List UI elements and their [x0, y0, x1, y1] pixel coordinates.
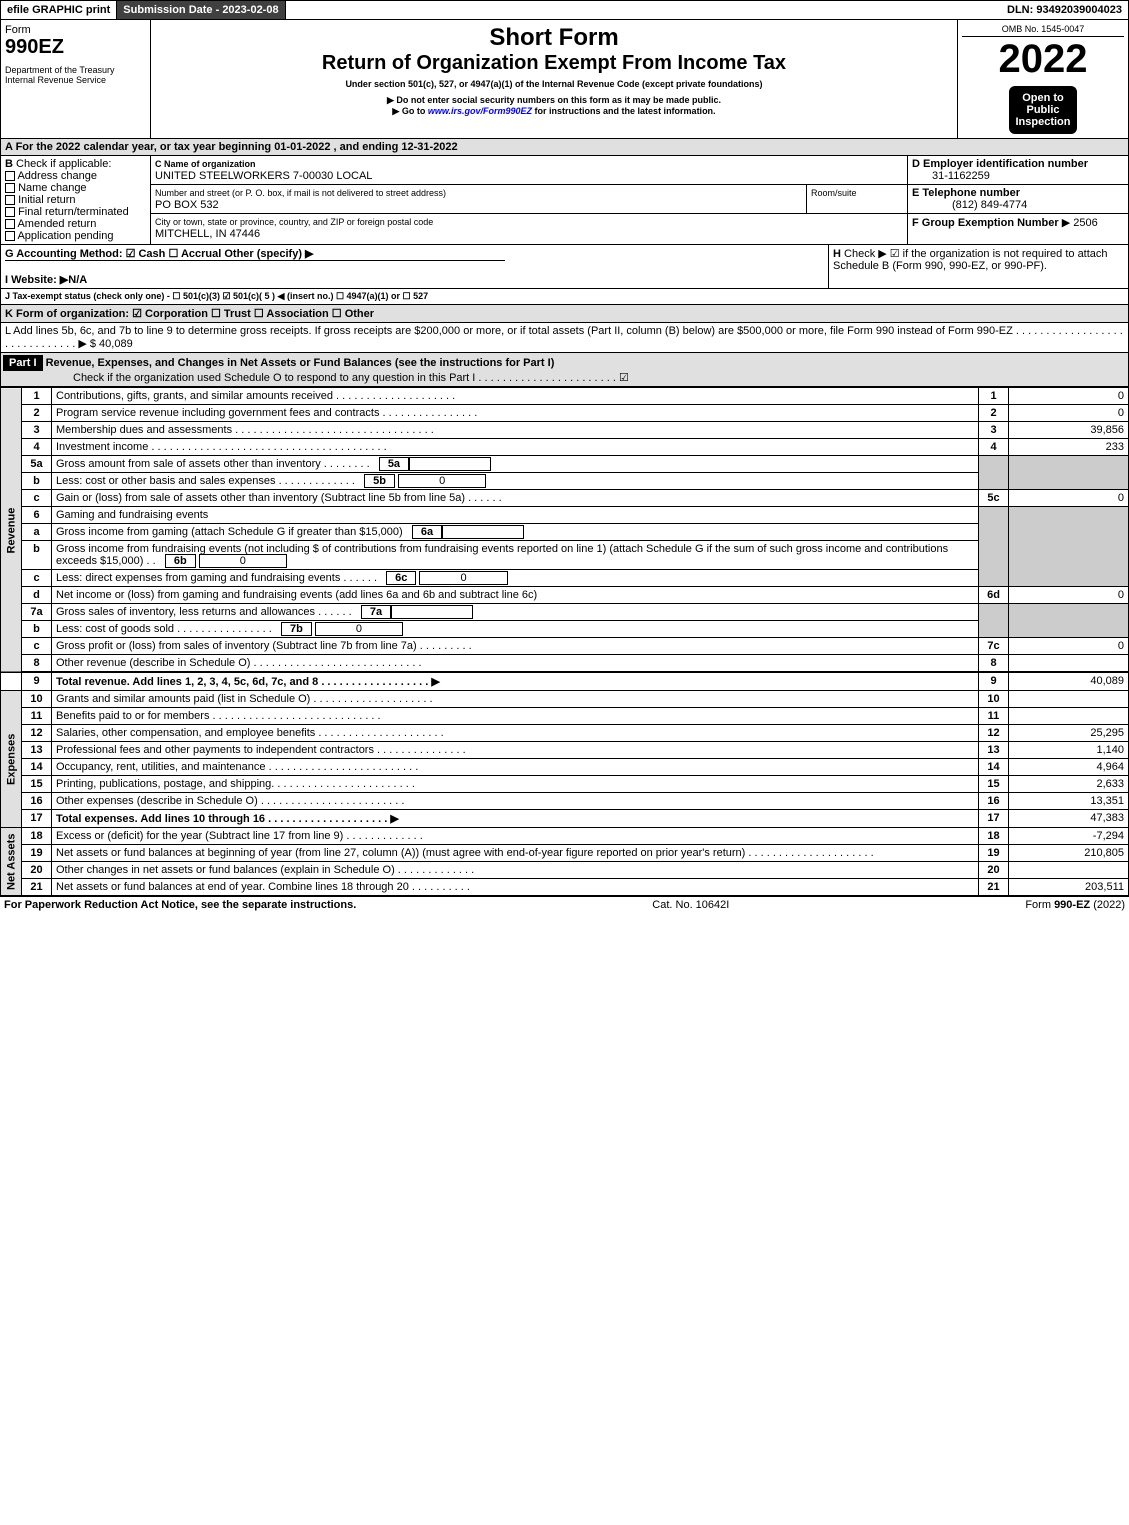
line-g: G Accounting Method: ☑ Cash ☐ Accrual Ot…: [5, 247, 505, 261]
line-h: Check ▶ ☑ if the organization is not req…: [833, 248, 1108, 272]
tax-year: 2022: [962, 37, 1124, 82]
city: MITCHELL, IN 47446: [155, 228, 260, 240]
phone: (812) 849-4774: [912, 199, 1027, 211]
line-k: K Form of organization: ☑ Corporation ☐ …: [1, 305, 378, 322]
footer-mid: Cat. No. 10642I: [652, 899, 729, 911]
line-i: I Website: ▶N/A: [5, 274, 87, 286]
title-short-form: Short Form: [155, 24, 953, 52]
title-return: Return of Organization Exempt From Incom…: [155, 52, 953, 75]
footer: For Paperwork Reduction Act Notice, see …: [0, 896, 1129, 913]
dln: DLN: 93492039004023: [1001, 1, 1128, 19]
footer-right: Form 990-EZ (2022): [1025, 899, 1125, 911]
lines-table: Revenue 1Contributions, gifts, grants, a…: [0, 387, 1129, 896]
opt-amended[interactable]: Amended return: [17, 218, 96, 230]
opt-address[interactable]: Address change: [17, 170, 97, 182]
efile-label: efile GRAPHIC print: [1, 1, 117, 19]
header-sub2: ▶ Do not enter social security numbers o…: [155, 95, 953, 106]
part1-header: Part I Revenue, Expenses, and Changes in…: [0, 353, 1129, 387]
submission-date: Submission Date - 2023-02-08: [117, 1, 285, 19]
header-sub3[interactable]: ▶ Go to www.irs.gov/Form990EZ for instru…: [155, 106, 953, 117]
form-header: Form 990EZ Department of the Treasury In…: [0, 20, 1129, 139]
form-number: 990EZ: [5, 36, 146, 59]
opt-name[interactable]: Name change: [18, 182, 87, 194]
irs-link[interactable]: www.irs.gov/Form990EZ: [428, 106, 532, 116]
ein: 31-1162259: [912, 170, 990, 182]
opt-initial[interactable]: Initial return: [18, 194, 75, 206]
footer-left: For Paperwork Reduction Act Notice, see …: [4, 899, 356, 911]
omb: OMB No. 1545-0047: [962, 24, 1124, 37]
opt-pending[interactable]: Application pending: [17, 230, 113, 242]
gh-block: G Accounting Method: ☑ Cash ☐ Accrual Ot…: [0, 245, 1129, 289]
bcdef-block: B Check if applicable: Address change Na…: [0, 156, 1129, 245]
top-bar: efile GRAPHIC print Submission Date - 20…: [0, 0, 1129, 20]
line-a: A For the 2022 calendar year, or tax yea…: [0, 139, 1129, 156]
form-word: Form: [5, 24, 146, 36]
netassets-label: Net Assets: [1, 828, 22, 896]
open-to-public: Open to Public Inspection: [1009, 86, 1076, 134]
header-sub1: Under section 501(c), 527, or 4947(a)(1)…: [155, 79, 953, 89]
dept-line1: Department of the Treasury: [5, 65, 146, 75]
org-name: UNITED STEELWORKERS 7-00030 LOCAL: [155, 170, 372, 182]
line-j: J Tax-exempt status (check only one) - ☐…: [1, 289, 432, 304]
opt-final[interactable]: Final return/terminated: [18, 206, 129, 218]
street: PO BOX 532: [155, 199, 219, 211]
expenses-label: Expenses: [1, 691, 22, 828]
group-exempt: ▶ 2506: [1062, 217, 1098, 229]
dept-line2: Internal Revenue Service: [5, 75, 146, 85]
line-l: L Add lines 5b, 6c, and 7b to line 9 to …: [1, 323, 1128, 352]
revenue-label: Revenue: [1, 388, 22, 673]
